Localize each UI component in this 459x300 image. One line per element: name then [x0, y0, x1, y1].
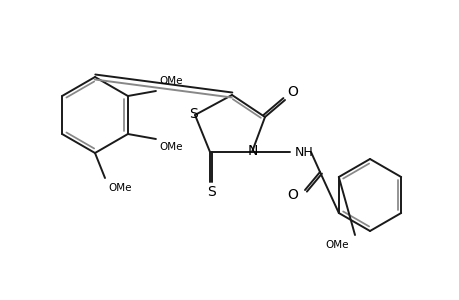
Text: OMe: OMe	[158, 142, 182, 152]
Text: O: O	[287, 85, 298, 99]
Text: S: S	[189, 107, 198, 121]
Text: OMe: OMe	[325, 240, 348, 250]
Text: N: N	[247, 144, 257, 158]
Text: S: S	[207, 185, 216, 199]
Text: OMe: OMe	[108, 183, 131, 193]
Text: NH: NH	[294, 146, 313, 158]
Text: O: O	[287, 188, 298, 202]
Text: OMe: OMe	[158, 76, 182, 86]
